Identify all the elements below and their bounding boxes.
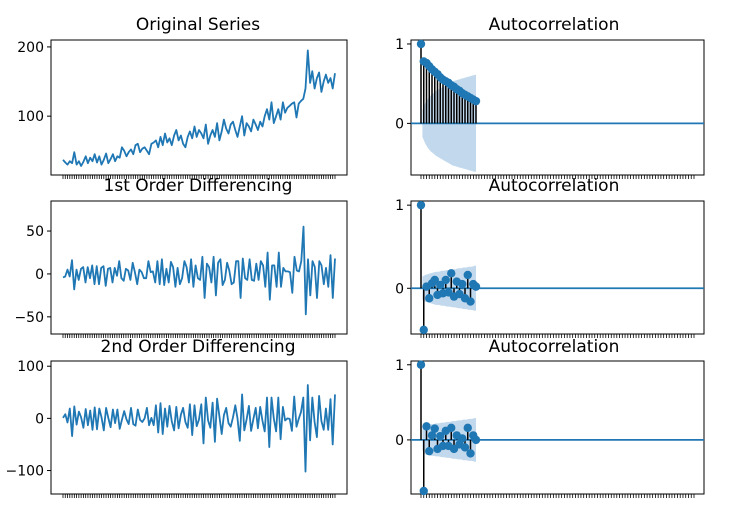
panel-second-differencing: −100 0 100 2nd Order Differencing: [6, 337, 348, 498]
acf-marker: [419, 486, 428, 496]
acf-marker: [471, 96, 481, 106]
series-line: [62, 49, 336, 167]
acf-marker: [422, 422, 431, 431]
y-tick-label: 0: [35, 267, 44, 283]
panel-title: Autocorrelation: [489, 15, 620, 35]
acf-marker: [441, 275, 450, 285]
acf-marker: [458, 279, 467, 289]
panel-original-acf: 0 1 Autocorrelation: [395, 15, 705, 179]
panel-title: 2nd Order Differencing: [101, 337, 296, 357]
acf-marker: [416, 39, 426, 49]
series-line: [62, 225, 336, 316]
acf-marker: [425, 294, 434, 303]
panel-title: 1st Order Differencing: [104, 176, 293, 196]
axes-frame: [410, 39, 705, 176]
acf-marker: [430, 424, 439, 433]
acf-marker: [447, 423, 456, 433]
y-tick-label: 50: [26, 224, 44, 240]
y-tick-label: 0: [395, 116, 404, 132]
acf-marker: [430, 275, 439, 285]
y-tick-label: 1: [395, 358, 404, 374]
acf-marker: [425, 446, 434, 456]
axes-frame: [50, 200, 348, 335]
acf-marker: [458, 434, 467, 443]
y-tick-label: 200: [17, 40, 44, 56]
panel-title: Autocorrelation: [489, 176, 620, 196]
axes-frame: [50, 360, 348, 495]
acf-marker: [463, 270, 472, 280]
acf-marker: [436, 431, 445, 441]
acf-marker: [460, 443, 470, 452]
y-tick-label: 0: [395, 433, 404, 449]
panel-title: Autocorrelation: [489, 337, 620, 357]
y-tick-label: 1: [395, 37, 404, 53]
y-tick-label: 0: [35, 411, 44, 427]
acf-marker: [471, 435, 481, 445]
acf-marker: [471, 282, 481, 291]
acf-marker: [447, 269, 456, 278]
axes-frame: [410, 360, 705, 495]
y-tick-label: 0: [395, 281, 404, 297]
acf-marker: [416, 360, 426, 369]
panel-title: Original Series: [136, 15, 260, 35]
y-tick-label: −100: [6, 464, 44, 480]
panel-original-series: 100 200 Original Series: [17, 15, 348, 179]
acf-marker: [466, 297, 475, 306]
acf-marker: [419, 325, 428, 335]
y-tick-label: 1: [395, 198, 404, 214]
panel-first-differencing: −50 0 50 1st Order Differencing: [14, 176, 348, 338]
y-tick-label: 100: [17, 359, 44, 375]
y-tick-label: 100: [17, 109, 44, 125]
acf-marker: [427, 431, 437, 440]
panel-first-differencing-acf: 0 1 Autocorrelation: [395, 176, 705, 338]
acf-marker: [436, 280, 445, 290]
y-tick-label: −50: [14, 310, 44, 326]
series-line: [62, 384, 336, 473]
acf-marker: [466, 449, 475, 458]
acf-marker: [416, 200, 426, 210]
axes-frame: [410, 200, 705, 335]
panel-second-differencing-acf: 0 1 Autocorrelation: [395, 337, 705, 498]
acf-marker: [463, 423, 472, 433]
